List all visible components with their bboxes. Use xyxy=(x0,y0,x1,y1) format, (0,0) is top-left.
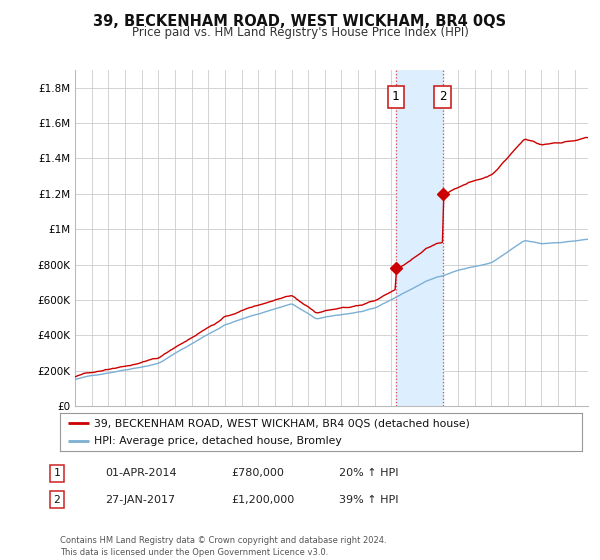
Text: £1,200,000: £1,200,000 xyxy=(231,494,294,505)
Text: 39% ↑ HPI: 39% ↑ HPI xyxy=(339,494,398,505)
Bar xyxy=(395,70,443,406)
Text: Price paid vs. HM Land Registry's House Price Index (HPI): Price paid vs. HM Land Registry's House … xyxy=(131,26,469,39)
Text: 20% ↑ HPI: 20% ↑ HPI xyxy=(339,468,398,478)
Text: HPI: Average price, detached house, Bromley: HPI: Average price, detached house, Brom… xyxy=(94,436,341,446)
Text: £780,000: £780,000 xyxy=(231,468,284,478)
Text: 1: 1 xyxy=(392,90,400,104)
Text: 2: 2 xyxy=(53,494,61,505)
Text: 01-APR-2014: 01-APR-2014 xyxy=(105,468,176,478)
Text: 2: 2 xyxy=(439,90,446,104)
Text: 39, BECKENHAM ROAD, WEST WICKHAM, BR4 0QS: 39, BECKENHAM ROAD, WEST WICKHAM, BR4 0Q… xyxy=(94,14,506,29)
Text: 27-JAN-2017: 27-JAN-2017 xyxy=(105,494,175,505)
Text: 39, BECKENHAM ROAD, WEST WICKHAM, BR4 0QS (detached house): 39, BECKENHAM ROAD, WEST WICKHAM, BR4 0Q… xyxy=(94,418,470,428)
Text: Contains HM Land Registry data © Crown copyright and database right 2024.
This d: Contains HM Land Registry data © Crown c… xyxy=(60,536,386,557)
Text: 1: 1 xyxy=(53,468,61,478)
